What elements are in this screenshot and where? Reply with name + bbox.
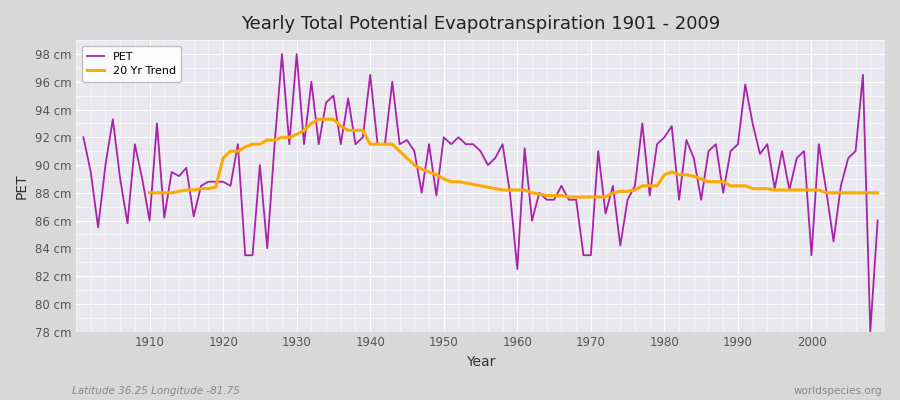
20 Yr Trend xyxy=(320,117,331,122)
Line: PET: PET xyxy=(84,54,878,332)
20 Yr Trend xyxy=(850,190,861,195)
Legend: PET, 20 Yr Trend: PET, 20 Yr Trend xyxy=(82,46,182,82)
PET xyxy=(519,146,530,151)
20 Yr Trend xyxy=(526,190,537,195)
Title: Yearly Total Potential Evapotranspiration 1901 - 2009: Yearly Total Potential Evapotranspiratio… xyxy=(241,15,720,33)
20 Yr Trend xyxy=(593,194,604,199)
PET xyxy=(350,142,361,147)
PET xyxy=(276,52,287,56)
20 Yr Trend xyxy=(284,135,294,140)
PET xyxy=(137,176,148,181)
20 Yr Trend xyxy=(144,190,155,195)
20 Yr Trend xyxy=(872,190,883,195)
PET xyxy=(865,329,876,334)
Line: 20 Yr Trend: 20 Yr Trend xyxy=(149,119,877,197)
PET xyxy=(78,135,89,140)
20 Yr Trend xyxy=(563,194,574,199)
PET xyxy=(872,218,883,223)
20 Yr Trend xyxy=(313,117,324,122)
PET xyxy=(608,184,618,188)
PET xyxy=(512,267,523,272)
Y-axis label: PET: PET xyxy=(15,173,29,199)
PET xyxy=(306,79,317,84)
X-axis label: Year: Year xyxy=(466,355,495,369)
20 Yr Trend xyxy=(828,190,839,195)
Text: worldspecies.org: worldspecies.org xyxy=(794,386,882,396)
Text: Latitude 36.25 Longitude -81.75: Latitude 36.25 Longitude -81.75 xyxy=(72,386,240,396)
